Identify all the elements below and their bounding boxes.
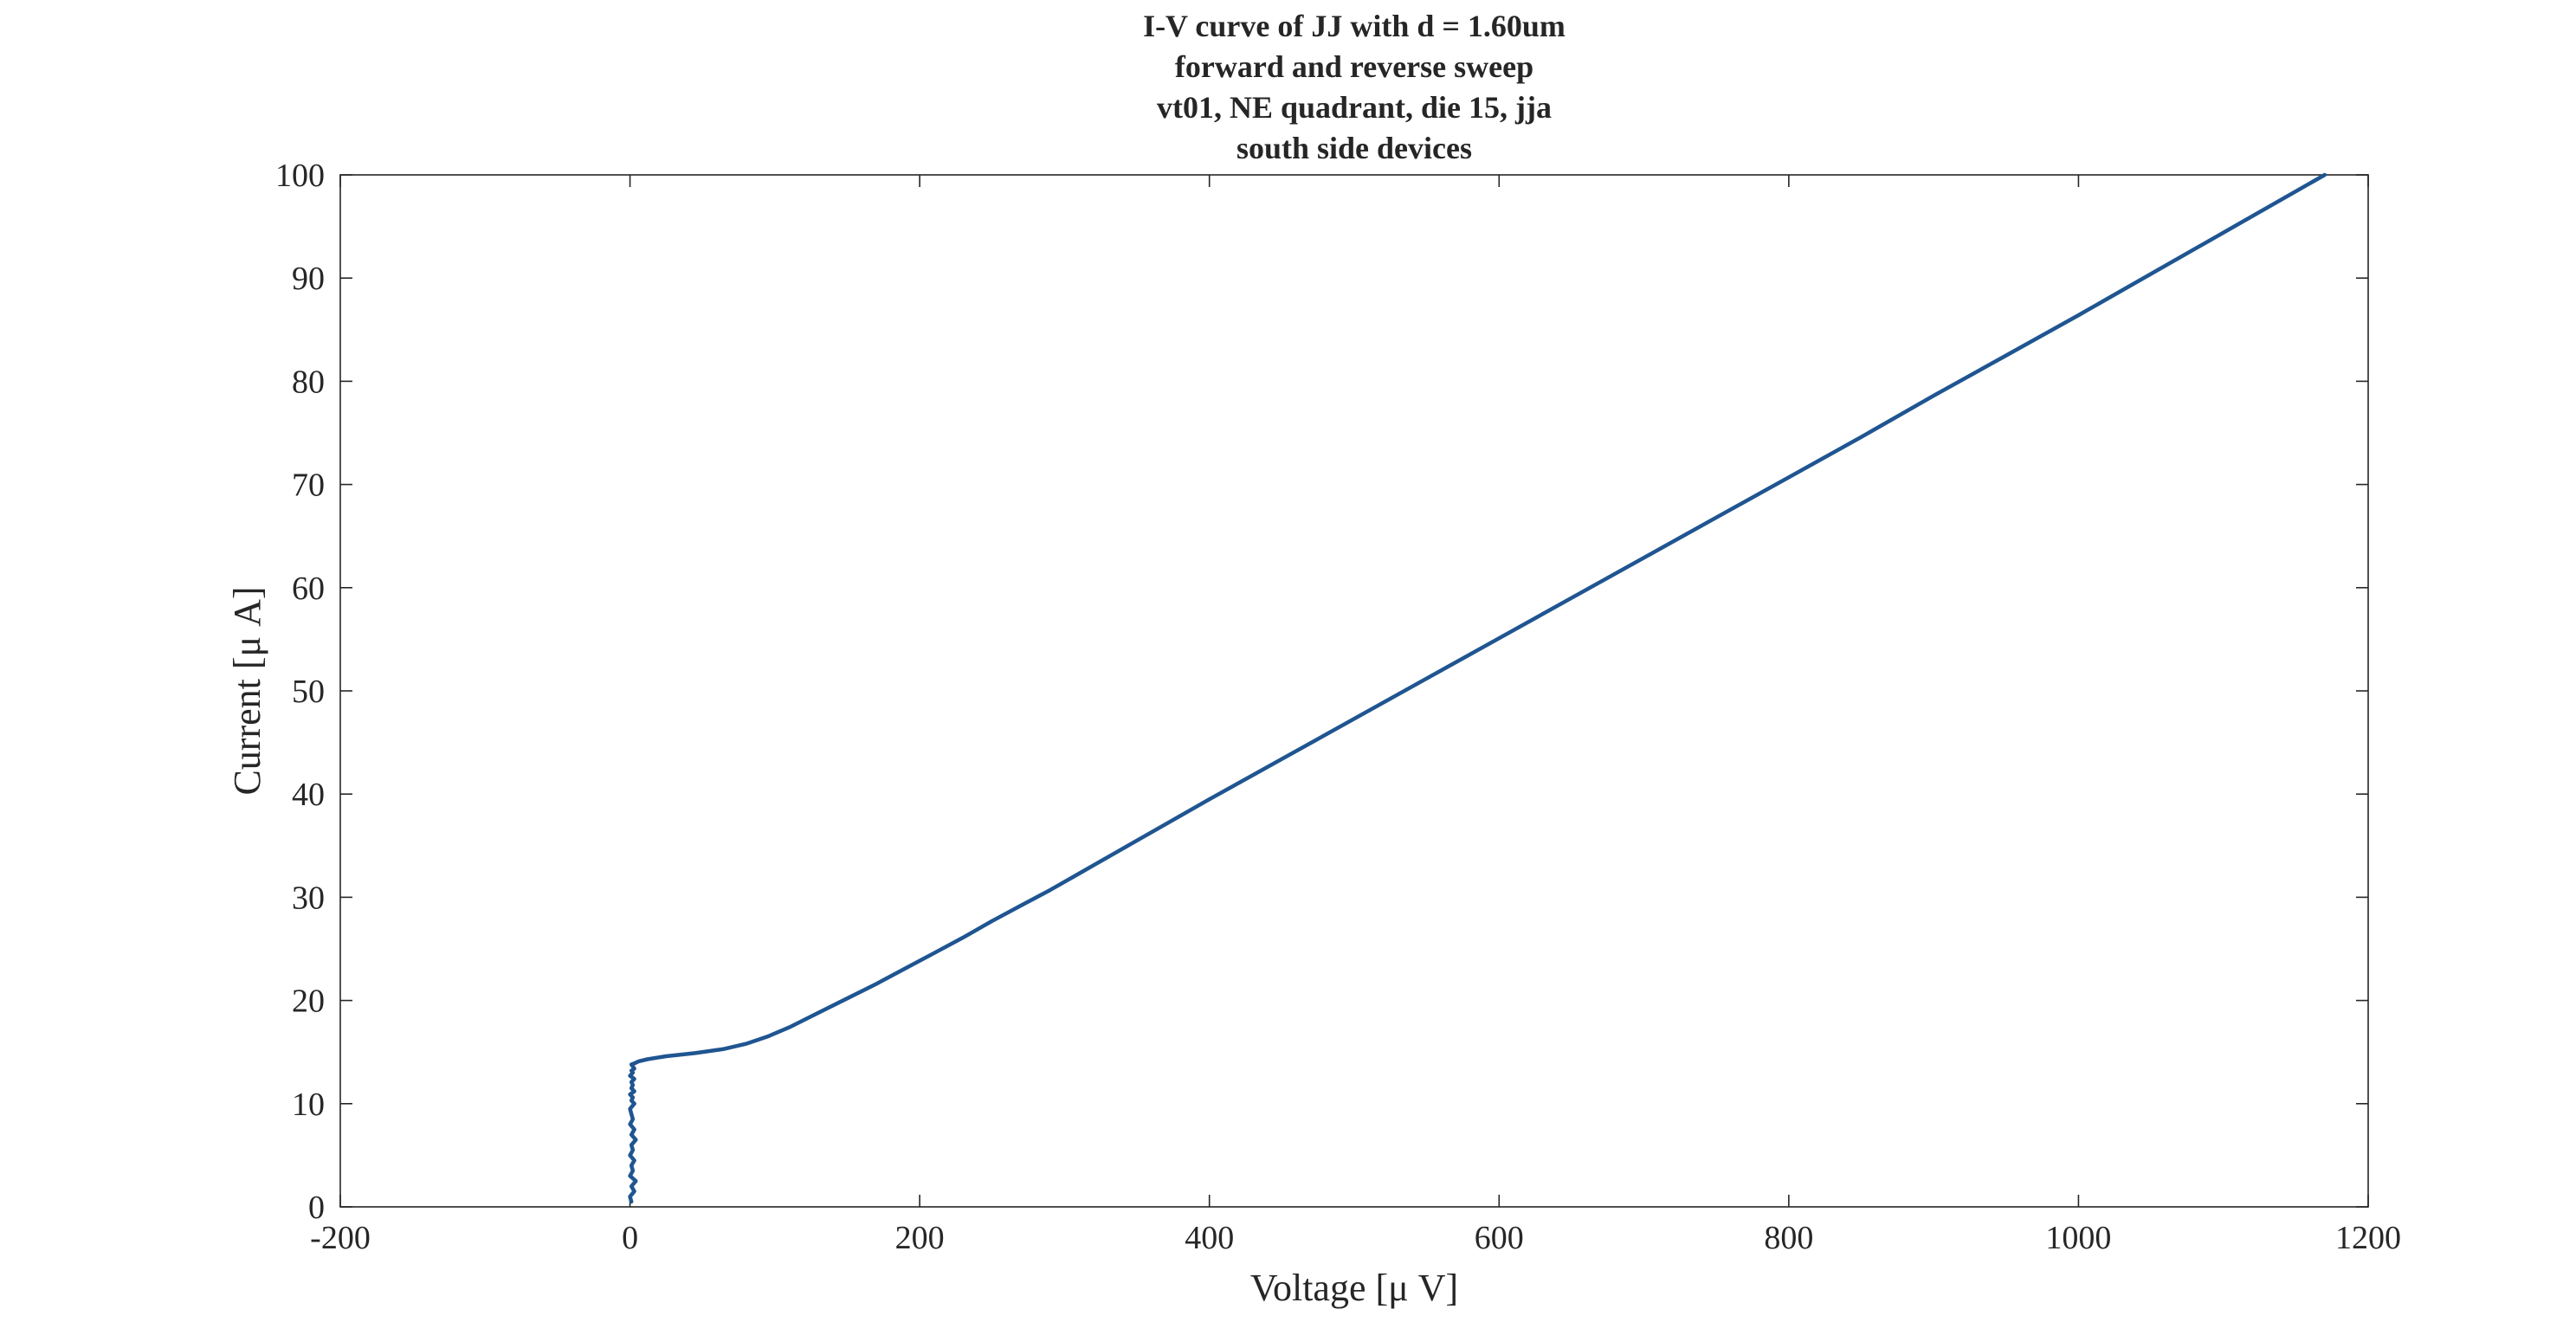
x-tick-label: -200	[310, 1220, 371, 1256]
y-tick-label: 40	[292, 777, 325, 813]
chart-title-line: vt01, NE quadrant, die 15, jja	[1157, 90, 1552, 125]
x-axis-label: Voltage [μ V]	[1250, 1267, 1458, 1309]
x-axis-ticks: -200 0 200 400 600 800 1000 1200	[310, 175, 2401, 1256]
x-tick-label: 1000	[2045, 1220, 2111, 1256]
y-tick-label: 20	[292, 984, 325, 1020]
y-tick-label: 100	[275, 158, 325, 194]
chart-title-line: I-V curve of JJ with d = 1.60um	[1143, 9, 1566, 43]
y-axis-label: Current [μ A]	[226, 586, 268, 795]
x-tick-label: 800	[1764, 1220, 1813, 1256]
y-tick-label: 90	[292, 261, 325, 297]
chart-title-line: south side devices	[1236, 131, 1472, 165]
x-tick-label: 0	[622, 1220, 638, 1256]
x-tick-label: 400	[1185, 1220, 1234, 1256]
iv-curve-line	[628, 172, 2327, 1204]
y-tick-label: 10	[292, 1087, 325, 1123]
chart-title-line: forward and reverse sweep	[1175, 49, 1533, 84]
x-tick-label: 200	[895, 1220, 945, 1256]
y-tick-label: 50	[292, 674, 325, 710]
chart-title: I-V curve of JJ with d = 1.60um forward a…	[1143, 9, 1566, 165]
plot-area	[339, 174, 2369, 1208]
y-axis-ticks: 0 10 20 30 40 50 60 70 80 90 100	[275, 158, 2368, 1226]
y-tick-label: 0	[308, 1190, 325, 1226]
y-tick-label: 80	[292, 364, 325, 400]
y-tick-label: 60	[292, 571, 325, 607]
data-series	[628, 172, 2327, 1204]
x-tick-label: 600	[1475, 1220, 1524, 1256]
y-tick-label: 30	[292, 880, 325, 916]
x-tick-label: 1200	[2335, 1220, 2401, 1256]
y-tick-label: 70	[292, 468, 325, 504]
